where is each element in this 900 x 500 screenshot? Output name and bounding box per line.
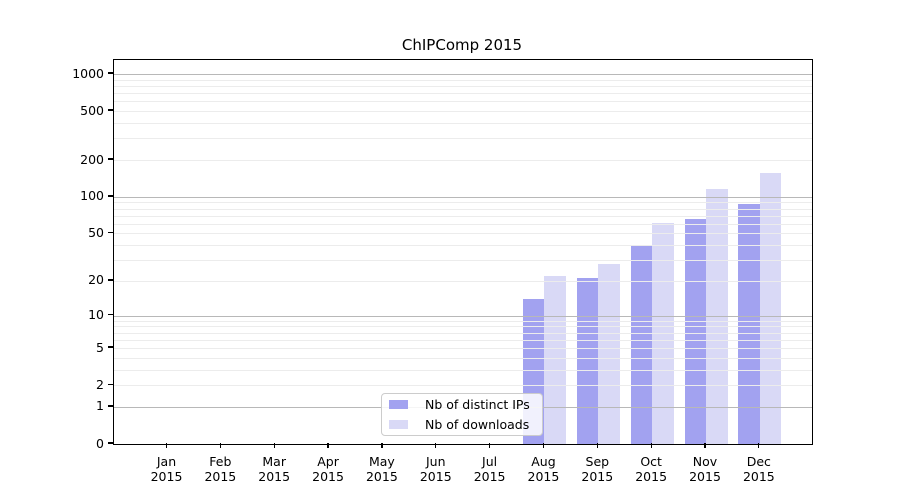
x-tick-sep [596,443,598,448]
gridline-3 [114,369,812,371]
gridline-7 [114,332,812,334]
gridline-700 [114,93,812,95]
gridline-30 [114,260,812,262]
x-tick-label-jan: Jan 2015 [150,454,183,484]
x-tick-label-mar: Mar 2015 [258,454,291,484]
x-tick-jul [488,443,491,448]
y-tick-label-10: 10 [88,307,104,323]
y-tick-1000 [108,72,113,74]
bar-downloads-aug [544,276,566,444]
gridline-2 [114,385,812,387]
y-tick-10 [108,313,113,316]
bar-distinct-ips-dec [738,204,760,444]
gridline-1000 [114,74,812,76]
bar-distinct-ips-nov [684,218,706,444]
x-tick-jan [165,443,168,448]
y-tick-500 [108,109,113,111]
gridline-20 [114,280,812,282]
gridline-70 [114,215,812,217]
x-tick-label-dec: Dec 2015 [742,454,775,484]
plot-area [113,59,813,445]
bar-downloads-dec [759,172,782,444]
legend-swatch-downloads [389,420,408,429]
y-tick-5 [108,346,113,348]
x-tick-aug [542,443,545,448]
y-tick-100 [108,195,113,197]
x-tick-label-feb: Feb 2015 [204,454,237,484]
legend-label-distinct-ips: Nb of distinct IPs [425,397,530,412]
gridline-800 [114,85,812,87]
x-tick-label-may: May 2015 [365,454,398,484]
bar-downloads-sep [598,263,620,444]
x-tick-label-nov: Nov 2015 [689,454,721,484]
y-tick-1 [108,405,113,407]
bar-distinct-ips-sep [576,278,599,444]
y-tick-label-1000: 1000 [72,65,104,81]
y-tick-200 [108,158,113,160]
y-tick-0 [108,442,113,444]
gridline-10 [114,315,812,317]
gridline-8 [114,326,812,328]
x-tick-feb [219,443,221,448]
y-tick-label-5: 5 [96,339,104,355]
legend-item-distinct-ips: Nb of distinct IPs [389,396,542,414]
gridline-100 [114,196,812,199]
x-tick-dec [758,443,760,448]
x-tick-apr [327,443,329,448]
y-tick-50 [108,231,113,234]
gridline-90 [114,202,812,204]
chart-title: ChIPComp 2015 [401,36,523,54]
gridline-4 [114,357,812,359]
x-tick-may [381,443,383,448]
y-tick-label-1: 1 [96,398,104,414]
y-tick-label-20: 20 [88,272,104,288]
y-tick-label-500: 500 [80,102,104,118]
x-tick-oct [650,443,652,448]
x-tick-label-jun: Jun 2015 [419,454,452,484]
gridline-300 [114,138,812,140]
gridline-50 [114,233,812,235]
gridline-400 [114,123,812,125]
bar-distinct-ips-oct [630,246,653,444]
gridline-80 [114,208,812,210]
y-tick-label-100: 100 [80,188,104,204]
legend: Nb of distinct IPs Nb of downloads [381,393,543,436]
y-tick-label-50: 50 [88,224,104,240]
x-tick-label-sep: Sep 2015 [581,454,614,484]
x-tick-jun [435,443,437,448]
x-tick-label-apr: Apr 2015 [312,454,344,484]
y-tick-20 [108,279,113,281]
gridline-500 [114,111,812,113]
legend-label-downloads: Nb of downloads [425,417,530,432]
x-tick-mar [273,443,275,448]
gridline-40 [114,245,812,247]
x-tick-label-jul: Jul 2015 [473,454,506,484]
x-tick-label-oct: Oct 2015 [635,454,668,484]
gridline-900 [114,79,812,81]
y-tick-2 [108,383,113,385]
y-tick-label-0: 0 [96,435,104,451]
gridline-6 [114,339,812,341]
gridline-9 [114,320,812,322]
legend-item-downloads: Nb of downloads [389,416,542,434]
gridline-600 [114,101,812,103]
x-tick-nov [704,443,706,448]
y-tick-label-200: 200 [80,151,104,167]
gridline-5 [114,348,812,350]
gridline-200 [114,160,812,161]
y-tick-label-2: 2 [96,376,104,392]
x-tick-label-aug: Aug 2015 [527,454,560,484]
gridline-60 [114,223,812,225]
legend-swatch-distinct-ips [389,400,408,409]
